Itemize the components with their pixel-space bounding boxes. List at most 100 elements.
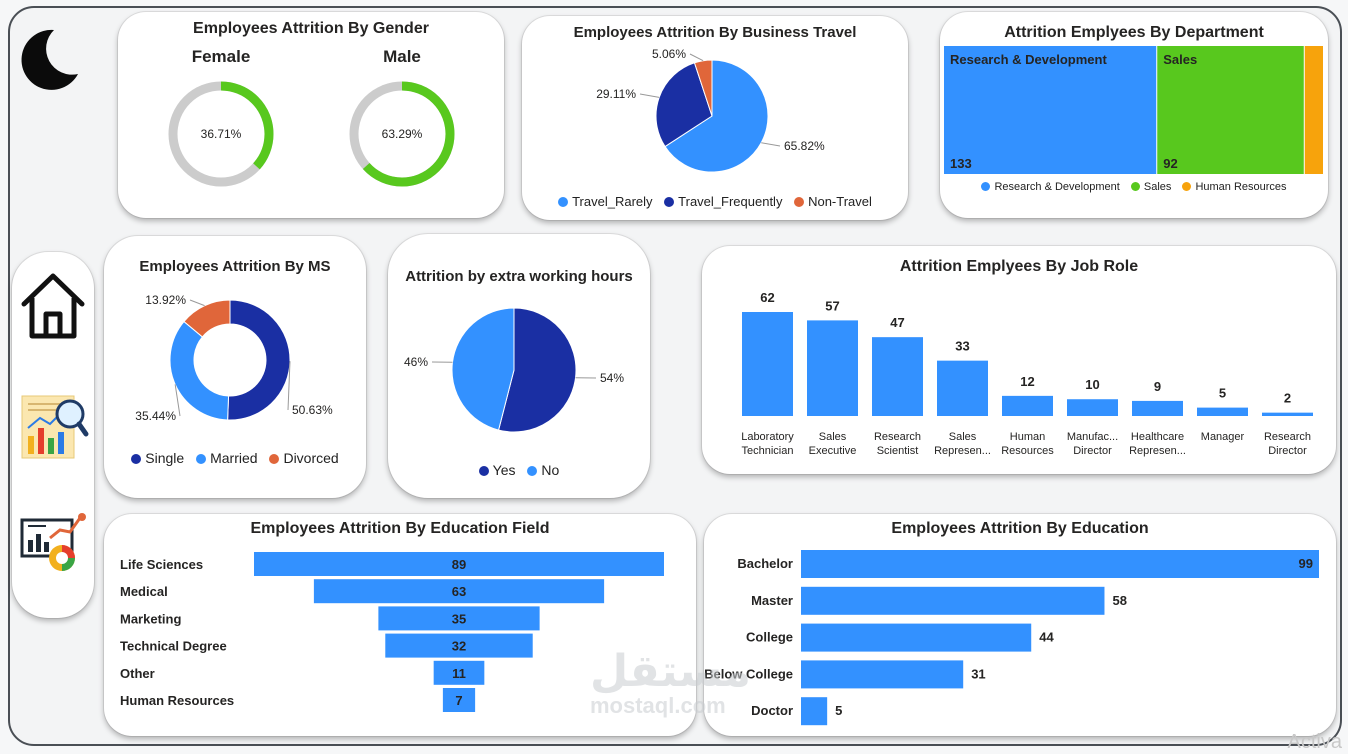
bar-research-director[interactable] — [1262, 413, 1313, 416]
gauge-value-male: 63.29% — [382, 127, 423, 141]
hbar-master[interactable] — [801, 587, 1104, 615]
bar-sales-executive[interactable] — [807, 320, 858, 416]
report-analytics-icon[interactable] — [20, 392, 88, 462]
bar-value-sales-executive: 57 — [825, 298, 839, 313]
legend-item-married[interactable]: Married — [196, 450, 257, 466]
os-activation-overlay: Activa — [1288, 731, 1342, 754]
donut-label-divorced: 13.92% — [145, 293, 186, 307]
hbar-value-master: 58 — [1112, 593, 1126, 608]
pie-label-yes: 54% — [600, 371, 624, 385]
bar-manager[interactable] — [1197, 408, 1248, 416]
funnel-value-technical-degree: 32 — [452, 639, 466, 654]
legend-item-divorced[interactable]: Divorced — [269, 450, 338, 466]
bar-manufac-director[interactable] — [1067, 399, 1118, 416]
funnel-value-medical: 63 — [452, 584, 466, 599]
bar-value-manager: 5 — [1219, 386, 1226, 401]
travel-legend: Travel_Rarely Travel_Frequently Non-Trav… — [522, 194, 908, 209]
bar-category-label: Research — [1264, 431, 1311, 443]
bar-category-label: Represen... — [1129, 445, 1186, 457]
gauge-label-male: Male — [383, 47, 421, 66]
legend-item-travel-frequently[interactable]: Travel_Frequently — [664, 194, 782, 209]
bar-category-label: Manufac... — [1067, 431, 1118, 443]
pie-label-travel-rarely: 65.82% — [784, 139, 825, 153]
legend-item-non-travel[interactable]: Non-Travel — [794, 194, 872, 209]
bar-category-label: Represen... — [934, 445, 991, 457]
donut-label-single: 50.63% — [292, 403, 333, 417]
bar-category-label: Sales — [949, 431, 977, 443]
donut-label-married: 35.44% — [135, 409, 176, 423]
funnel-value-life-sciences: 89 — [452, 557, 466, 572]
leader-line-non-travel — [690, 54, 703, 61]
funnel-value-marketing: 35 — [452, 611, 466, 626]
bar-value-manufac-director: 10 — [1085, 377, 1099, 392]
hbar-value-bachelor: 99 — [1299, 556, 1313, 571]
funnel-category-marketing: Marketing — [120, 611, 181, 626]
jobrole-bar-chart: 62LaboratoryTechnician57SalesExecutive47… — [702, 246, 1336, 474]
bar-category-label: Sales — [819, 431, 847, 443]
hbar-category-doctor: Doctor — [751, 703, 793, 718]
moon-icon[interactable] — [14, 24, 84, 94]
pie-label-no: 46% — [404, 355, 428, 369]
pie-label-non-travel: 5.06% — [652, 47, 686, 61]
marital-attrition-card: Employees Attrition By MS 50.63%35.44%13… — [104, 236, 366, 498]
bar-category-label: Laboratory — [741, 431, 794, 443]
hbar-value-college: 44 — [1039, 630, 1054, 645]
hbar-college[interactable] — [801, 624, 1031, 652]
funnel-category-technical-degree: Technical Degree — [120, 639, 227, 654]
legend-item-sales[interactable]: Sales — [1131, 181, 1172, 193]
hbar-bachelor[interactable] — [801, 550, 1319, 578]
leader-line-travel-rarely — [761, 143, 780, 146]
pie-label-travel-frequently: 29.11% — [596, 87, 636, 101]
overtime-attrition-card: Attrition by extra working hours 54%46% … — [388, 234, 650, 498]
bar-value-research-scientist: 47 — [890, 315, 904, 330]
hbar-below-college[interactable] — [801, 660, 963, 688]
watermark-logo: مستقل mostaql.com — [590, 650, 751, 718]
legend-item-yes[interactable]: Yes — [479, 462, 516, 478]
overtime-pie: 54% 46% — [388, 234, 650, 498]
treemap-value-research-development: 133 — [950, 156, 972, 171]
funnel-value-other: 11 — [452, 666, 466, 681]
bar-laboratory-technician[interactable] — [742, 312, 793, 416]
bar-category-label: Manager — [1201, 431, 1245, 443]
treemap-label-research-development: Research & Development — [950, 52, 1107, 67]
home-icon[interactable] — [18, 270, 88, 342]
funnel-category-human-resources: Human Resources — [120, 693, 234, 708]
leader-line-divorced — [190, 300, 205, 306]
dashboard-analytics-icon[interactable] — [20, 512, 88, 574]
legend-item-travel-rarely[interactable]: Travel_Rarely — [558, 194, 652, 209]
hbar-value-doctor: 5 — [835, 703, 842, 718]
funnel-category-other: Other — [120, 666, 155, 681]
overtime-legend: Yes No — [388, 462, 650, 478]
bar-value-sales-represen: 33 — [955, 339, 969, 354]
hbar-doctor[interactable] — [801, 697, 827, 725]
education-attrition-card: Employees Attrition By Education Bachelo… — [704, 514, 1336, 736]
sidebar-nav — [12, 252, 94, 618]
leader-line-travel-frequently — [640, 94, 659, 97]
funnel-category-medical: Medical — [120, 584, 168, 599]
bar-human-resources[interactable] — [1002, 396, 1053, 416]
bar-research-scientist[interactable] — [872, 337, 923, 416]
gauge-value-female: 36.71% — [201, 127, 242, 141]
bar-value-healthcare-represen: 9 — [1154, 379, 1161, 394]
donut-slice-single[interactable] — [228, 300, 290, 420]
bar-sales-represen[interactable] — [937, 361, 988, 416]
legend-item-no[interactable]: No — [527, 462, 559, 478]
legend-item-rnd[interactable]: Research & Development — [981, 181, 1119, 193]
treemap-label-sales: Sales — [1163, 52, 1197, 67]
bar-value-human-resources: 12 — [1020, 374, 1034, 389]
hbar-category-college: College — [746, 630, 793, 645]
bar-category-label: Human — [1010, 431, 1045, 443]
bar-category-label: Technician — [742, 445, 794, 457]
funnel-value-human-resources: 7 — [455, 693, 462, 708]
bar-category-label: Executive — [809, 445, 857, 457]
bar-healthcare-represen[interactable] — [1132, 401, 1183, 416]
treemap-tile-human-resources[interactable] — [1305, 46, 1323, 174]
hbar-category-bachelor: Bachelor — [737, 556, 793, 571]
legend-item-single[interactable]: Single — [131, 450, 184, 466]
legend-item-hr[interactable]: Human Resources — [1182, 181, 1286, 193]
bar-category-label: Director — [1268, 445, 1307, 457]
